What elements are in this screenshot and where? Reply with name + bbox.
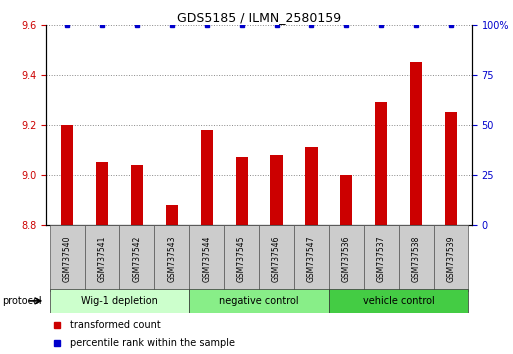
Bar: [375, 102, 387, 225]
Bar: [329, 289, 468, 313]
Bar: [329, 225, 364, 292]
Bar: [433, 225, 468, 292]
Bar: [166, 205, 178, 225]
Text: protocol: protocol: [3, 296, 42, 306]
Bar: [399, 225, 433, 292]
Bar: [410, 62, 422, 225]
Text: transformed count: transformed count: [70, 320, 161, 330]
Bar: [120, 225, 154, 292]
Bar: [61, 125, 73, 225]
Text: percentile rank within the sample: percentile rank within the sample: [70, 338, 234, 348]
Bar: [305, 147, 318, 225]
Bar: [131, 165, 143, 225]
Bar: [364, 225, 399, 292]
Bar: [259, 225, 294, 292]
Text: GSM737538: GSM737538: [411, 235, 421, 282]
Bar: [50, 289, 189, 313]
Bar: [340, 175, 352, 225]
Bar: [224, 225, 259, 292]
Bar: [189, 225, 224, 292]
Text: GSM737541: GSM737541: [97, 235, 107, 282]
Bar: [235, 157, 248, 225]
Bar: [270, 155, 283, 225]
Text: Wig-1 depletion: Wig-1 depletion: [81, 296, 158, 306]
Text: GSM737542: GSM737542: [132, 235, 142, 282]
Text: vehicle control: vehicle control: [363, 296, 435, 306]
Bar: [154, 225, 189, 292]
Bar: [201, 130, 213, 225]
Text: GSM737536: GSM737536: [342, 235, 351, 282]
Text: GSM737545: GSM737545: [237, 235, 246, 282]
Bar: [189, 289, 329, 313]
Text: GSM737540: GSM737540: [63, 235, 72, 282]
Bar: [445, 112, 457, 225]
Bar: [85, 225, 120, 292]
Bar: [294, 225, 329, 292]
Text: GSM737539: GSM737539: [446, 235, 456, 282]
Bar: [50, 225, 85, 292]
Bar: [96, 162, 108, 225]
Text: GSM737537: GSM737537: [377, 235, 386, 282]
Text: GSM737546: GSM737546: [272, 235, 281, 282]
Text: GSM737547: GSM737547: [307, 235, 316, 282]
Text: negative control: negative control: [219, 296, 299, 306]
Text: GSM737543: GSM737543: [167, 235, 176, 282]
Title: GDS5185 / ILMN_2580159: GDS5185 / ILMN_2580159: [177, 11, 341, 24]
Text: GSM737544: GSM737544: [202, 235, 211, 282]
